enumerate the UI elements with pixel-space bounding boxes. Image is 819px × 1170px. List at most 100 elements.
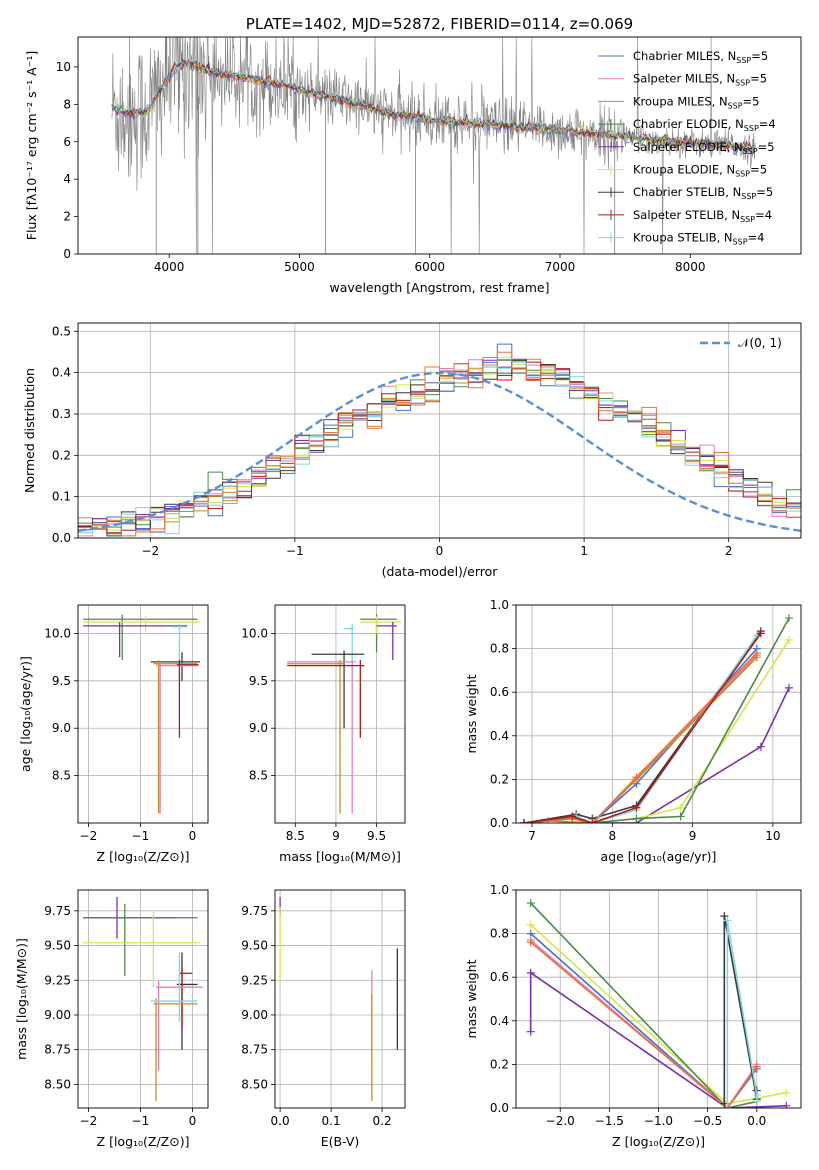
panel-5: 7 8 9 10 0.0 0.2 0.4 0.6 0.8 1.0 age [log₁₀(age/yr… bbox=[464, 598, 802, 864]
legend-label: Chabrier MILES, NSSP=5 bbox=[633, 49, 768, 65]
y-tick-label: 9.50 bbox=[241, 939, 268, 953]
weight-series bbox=[526, 938, 761, 1108]
errorbar-point bbox=[83, 910, 201, 988]
weight-series bbox=[520, 631, 761, 823]
weight-marker bbox=[526, 899, 535, 908]
x-axis-label: age [log₁₀(age/yr)] bbox=[601, 849, 717, 864]
errorbar-point bbox=[376, 622, 397, 660]
x-tick-label: 10 bbox=[765, 829, 780, 843]
panel-4: 8.5 9 9.5 8.5 9.0 9.5 10.0 mass [log₁₀(M/M⊙)] bbox=[241, 604, 406, 864]
weight-marker bbox=[720, 912, 729, 921]
errorbar-point bbox=[176, 659, 199, 738]
plot-area bbox=[526, 899, 791, 1108]
panel-7: 0.0 0.1 0.2 8.50 8.75 9.00 9.25 9.50 9.75 E(B-V) bbox=[241, 889, 406, 1149]
weight-series bbox=[526, 899, 761, 1108]
weight-marker bbox=[676, 812, 685, 821]
legend-label: Kroupa STELIB, NSSP=4 bbox=[633, 231, 764, 247]
errorbar-point bbox=[150, 952, 198, 1022]
x-tick-label: 5000 bbox=[284, 260, 315, 274]
weight-marker bbox=[784, 683, 793, 692]
x-tick-label: 0 bbox=[436, 544, 444, 558]
y-tick-label: 0.6 bbox=[490, 685, 509, 699]
y-axis-label: Flux [fλ10⁻¹⁷ erg cm⁻² s⁻¹ A⁻¹] bbox=[24, 51, 39, 240]
y-tick-label: 9.50 bbox=[44, 939, 71, 953]
axes-frame bbox=[77, 604, 209, 824]
x-tick-label: 8000 bbox=[675, 260, 706, 274]
y-tick-label: 9.0 bbox=[52, 721, 71, 735]
y-tick-label: 8.75 bbox=[44, 1043, 71, 1057]
x-tick-label: −2.0 bbox=[546, 1114, 575, 1128]
x-tick-label: 4000 bbox=[154, 260, 185, 274]
y-tick-label: 4 bbox=[63, 172, 71, 186]
y-tick-label: 9.0 bbox=[249, 721, 268, 735]
panel-1: 4000 5000 6000 7000 8000 0 2 4 6 8 10 wavelength [A… bbox=[24, 15, 802, 295]
y-tick-label: 0.0 bbox=[52, 531, 71, 545]
x-tick-label: 9 bbox=[689, 829, 697, 843]
weight-marker bbox=[526, 920, 535, 929]
legend: 𝒩(0, 1) bbox=[700, 336, 782, 350]
y-tick-label: 0.4 bbox=[490, 729, 509, 743]
y-tick-label: 8.5 bbox=[249, 769, 268, 783]
legend-label: Chabrier ELODIE, NSSP=4 bbox=[633, 117, 776, 133]
weight-marker bbox=[752, 648, 761, 657]
weight-marker bbox=[782, 1101, 791, 1108]
errorbar-point bbox=[153, 998, 198, 1102]
errorbar-point bbox=[287, 659, 357, 814]
normal-curve bbox=[78, 371, 801, 532]
x-tick-label: 0 bbox=[189, 1114, 197, 1128]
weight-line bbox=[530, 939, 758, 1108]
y-tick-label: 0.8 bbox=[490, 927, 509, 941]
weight-marker bbox=[632, 773, 641, 782]
x-tick-label: −2 bbox=[80, 1114, 98, 1128]
y-tick-label: 8.50 bbox=[241, 1077, 268, 1091]
weight-marker bbox=[632, 814, 641, 823]
y-tick-label: 0.4 bbox=[490, 1014, 509, 1028]
y-axis-label: mass weight bbox=[464, 674, 479, 753]
weight-marker bbox=[676, 803, 685, 812]
weight-line bbox=[523, 639, 790, 823]
axes-frame bbox=[274, 604, 406, 824]
model-spectrum bbox=[111, 57, 755, 152]
weight-line bbox=[523, 652, 758, 823]
plot-area bbox=[111, 37, 756, 254]
y-tick-label: 0.0 bbox=[490, 1101, 509, 1115]
plot-area bbox=[287, 614, 401, 814]
weight-series bbox=[520, 635, 793, 823]
weight-marker bbox=[520, 819, 529, 823]
plot-area bbox=[520, 614, 793, 823]
x-tick-label: −1 bbox=[132, 829, 150, 843]
x-tick-label: 0.2 bbox=[373, 1114, 392, 1128]
y-axis-label: mass [log₁₀(M/M⊙)] bbox=[14, 938, 29, 1060]
plot-area bbox=[83, 896, 203, 1102]
weight-line bbox=[530, 941, 758, 1108]
y-tick-label: 9.00 bbox=[241, 1008, 268, 1022]
weight-marker bbox=[784, 635, 793, 644]
panel-3: −2 −1 0 8.5 9.0 9.5 10.0 Z [log₁₀(Z/Z⊙)] age [lo… bbox=[18, 604, 209, 864]
errorbar-point bbox=[287, 659, 345, 814]
y-tick-label: 8.75 bbox=[241, 1043, 268, 1057]
weight-series bbox=[520, 629, 765, 823]
y-tick-label: 10 bbox=[56, 60, 71, 74]
weight-marker bbox=[568, 812, 577, 821]
y-tick-label: 9.25 bbox=[44, 973, 71, 987]
weight-line bbox=[523, 635, 758, 823]
errorbar-point bbox=[83, 616, 201, 632]
x-axis-label: Z [log₁₀(Z/Z⊙)] bbox=[612, 1134, 705, 1149]
x-tick-label: −1 bbox=[132, 1114, 150, 1128]
residual-histogram bbox=[78, 359, 801, 535]
plot-area bbox=[83, 614, 201, 814]
y-axis-label: age [log₁₀(age/yr)] bbox=[18, 656, 33, 772]
legend-label: Chabrier STELIB, NSSP=5 bbox=[633, 185, 773, 201]
y-tick-label: 0.2 bbox=[52, 448, 71, 462]
y-tick-label: 0.2 bbox=[490, 1057, 509, 1071]
panel-8: −2.0 −1.5 −1.0 −0.5 0.0 0.0 0.2 0.4 0.6 0.8 1.0 Z [… bbox=[464, 883, 802, 1149]
y-axis-label: Normed distribution bbox=[22, 368, 37, 493]
legend-label: Salpeter STELIB, NSSP=4 bbox=[633, 208, 772, 224]
x-tick-label: 7000 bbox=[545, 260, 576, 274]
chart-title: PLATE=1402, MJD=52872, FIBERID=0114, z=0… bbox=[246, 15, 633, 33]
y-tick-label: 0.8 bbox=[490, 642, 509, 656]
weight-marker bbox=[632, 803, 641, 812]
y-tick-label: 9.5 bbox=[52, 674, 71, 688]
legend-label: 𝒩(0, 1) bbox=[738, 336, 782, 350]
y-tick-label: 10.0 bbox=[44, 626, 71, 640]
